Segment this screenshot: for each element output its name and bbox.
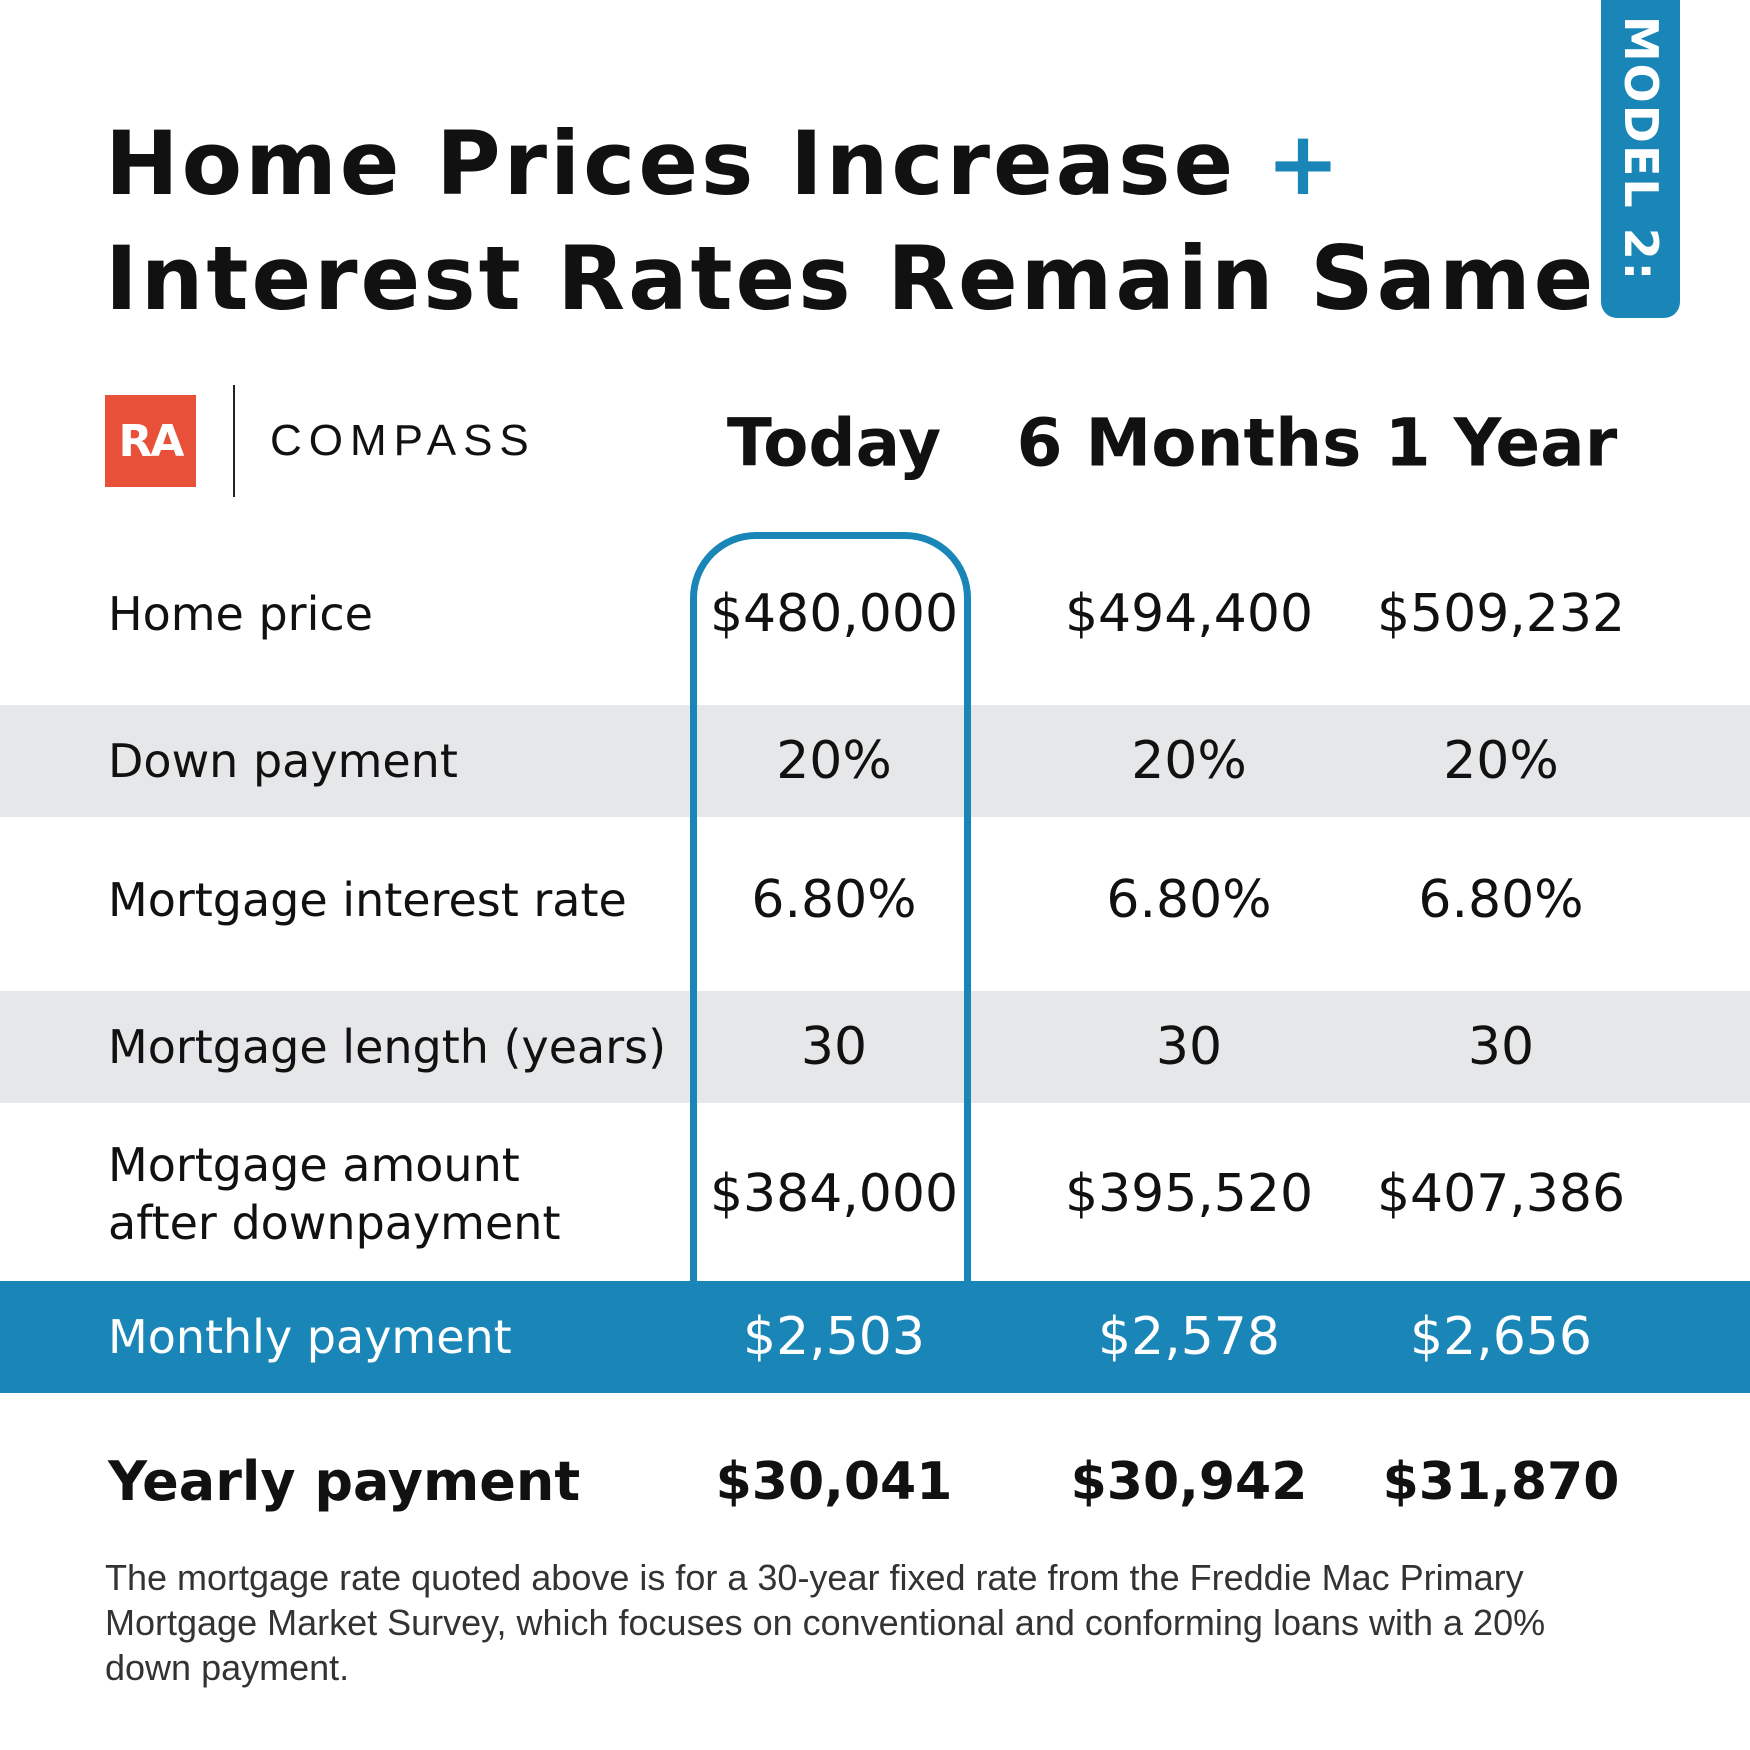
cell-value: 6.80% [751, 870, 917, 930]
cell-value: $395,520 [1064, 1164, 1314, 1224]
row-band [0, 1281, 1750, 1393]
logo-initials: RA [105, 395, 196, 487]
title-line: Home Prices Increase [105, 112, 1237, 215]
row-label: Monthly payment [108, 1310, 512, 1364]
badge-text: MODEL 2: [1613, 15, 1668, 283]
cell-value: 20% [1443, 731, 1559, 791]
title: Home Prices Increase + [105, 120, 1343, 208]
row-label: Home price [108, 587, 373, 641]
row-label-line: Mortgage amount [108, 1138, 520, 1192]
row-band [0, 705, 1750, 817]
cell-value: 30 [1155, 1017, 1223, 1077]
cell-value: 20% [776, 731, 892, 791]
cell-value: 6.80% [1418, 870, 1584, 930]
row-label-line: after downpayment [108, 1196, 561, 1250]
cell-value: $384,000 [709, 1164, 959, 1224]
cell-value: $494,400 [1064, 584, 1314, 644]
row-band [0, 991, 1750, 1103]
badge: MODEL 2: [1601, 0, 1680, 318]
cell-value: $509,232 [1376, 584, 1626, 644]
column-header: 1 Year [1384, 404, 1618, 482]
cell-value: 6.80% [1106, 870, 1272, 930]
row-label: Down payment [108, 734, 458, 788]
cell-value: $480,000 [709, 584, 959, 644]
cell-value: $2,578 [1098, 1307, 1280, 1367]
cell-value: 30 [800, 1017, 868, 1077]
column-header: 6 Months [1016, 404, 1362, 482]
cell-value: $30,041 [715, 1452, 953, 1512]
row-label: Mortgage length (years) [108, 1020, 667, 1074]
row-label: Mortgage interest rate [108, 873, 627, 927]
cell-value: $2,656 [1410, 1307, 1592, 1367]
cell-value: 20% [1131, 731, 1247, 791]
divider [233, 385, 235, 497]
cell-value: $31,870 [1382, 1452, 1620, 1512]
cell-value: $407,386 [1376, 1164, 1626, 1224]
row-label: Mortgage amount after downpayment [108, 1136, 560, 1252]
cell-value: $30,942 [1070, 1452, 1308, 1512]
row-label: Yearly payment [108, 1450, 581, 1513]
column-header: Today [726, 404, 942, 482]
cell-value: 30 [1467, 1017, 1535, 1077]
logo-brand: COMPASS [270, 416, 536, 465]
footnote: The mortgage rate quoted above is for a … [105, 1557, 1546, 1688]
highlight-column [690, 532, 971, 1292]
title-line: Interest Rates Remain Same [105, 227, 1597, 330]
cell-value: $2,503 [743, 1307, 925, 1367]
title-plus: + [1266, 112, 1343, 215]
